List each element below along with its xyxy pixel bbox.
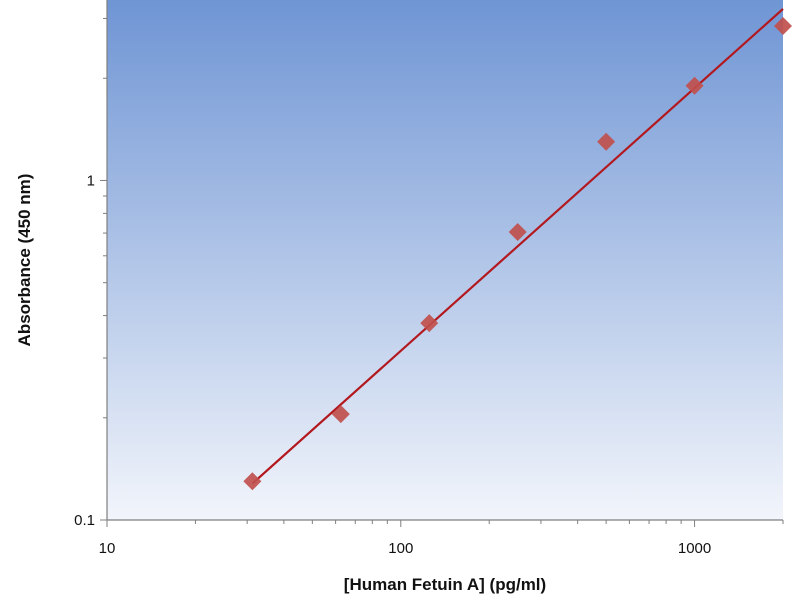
data-point — [508, 223, 527, 242]
data-point — [685, 76, 704, 95]
data-point — [243, 472, 262, 491]
y-tick-label: 0.1 — [74, 512, 95, 529]
x-tick-labels: 10 100 1000 — [99, 540, 712, 557]
data-point — [597, 132, 616, 151]
y-axis-title: Absorbance (450 nm) — [15, 174, 34, 347]
y-tick-labels: 0.11 — [74, 172, 95, 529]
y-tick-label: 1 — [87, 172, 95, 189]
data-point — [331, 405, 350, 424]
plot-area — [107, 0, 783, 520]
x-tick-label: 10 — [99, 540, 116, 557]
x-tick-label: 1000 — [678, 540, 711, 557]
y-axis-ticks — [100, 17, 107, 521]
data-point — [420, 314, 439, 333]
x-axis-ticks — [106, 520, 784, 527]
data-points — [243, 17, 792, 491]
x-tick-label: 100 — [388, 540, 413, 557]
x-axis-title: [Human Fetuin A] (pg/ml) — [344, 575, 546, 594]
data-point — [774, 17, 792, 36]
